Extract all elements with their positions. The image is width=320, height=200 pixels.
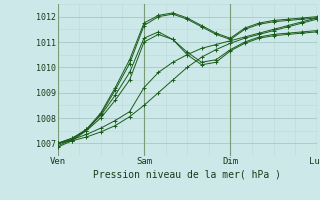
X-axis label: Pression niveau de la mer( hPa ): Pression niveau de la mer( hPa ) (93, 169, 281, 179)
